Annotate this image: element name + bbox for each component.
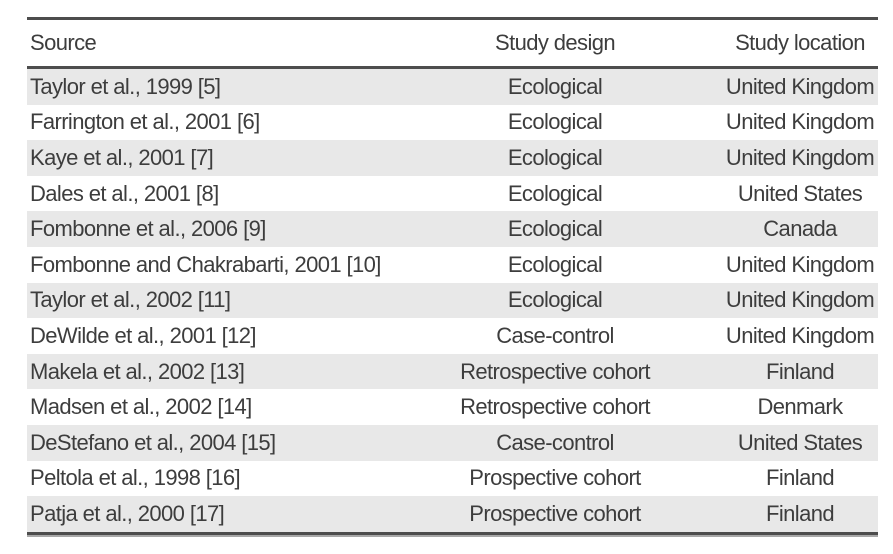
design-cell: Case-control bbox=[496, 322, 614, 348]
table-body: Taylor et al., 1999 [5] Ecological Unite… bbox=[27, 69, 878, 532]
design-cell: Ecological bbox=[507, 109, 603, 135]
source-cell: Kaye et al., 2001 [7] bbox=[30, 144, 214, 170]
location-cell: United Kingdom bbox=[725, 109, 875, 135]
location-cell: Finland bbox=[766, 465, 835, 491]
table-bottom-rule bbox=[27, 531, 878, 535]
table-row: Makela et al., 2002 [13] Retrospective c… bbox=[27, 353, 878, 390]
source-cell: Dales et al., 2001 [8] bbox=[30, 180, 219, 206]
source-cell: Fombonne et al., 2006 [9] bbox=[30, 216, 266, 242]
source-cell: Makela et al., 2002 [13] bbox=[30, 358, 245, 384]
table-row: Farrington et al., 2001 [6] Ecological U… bbox=[27, 105, 878, 141]
design-cell: Ecological bbox=[507, 287, 603, 313]
source-cell: Farrington et al., 2001 [6] bbox=[30, 109, 260, 135]
table-bottom-rule-shadow bbox=[27, 534, 878, 537]
location-cell: United Kingdom bbox=[725, 287, 875, 313]
design-cell: Ecological bbox=[507, 73, 603, 99]
location-cell: United States bbox=[737, 429, 863, 455]
design-cell: Ecological bbox=[507, 216, 603, 242]
design-cell: Ecological bbox=[507, 180, 603, 206]
source-cell: Fombonne and Chakrabarti, 2001 [10] bbox=[30, 251, 381, 277]
location-cell: United States bbox=[737, 180, 863, 206]
location-cell: Finland bbox=[766, 500, 835, 526]
table-row: Taylor et al., 1999 [5] Ecological Unite… bbox=[27, 69, 878, 105]
column-header-location: Study location bbox=[735, 30, 865, 55]
source-cell: Madsen et al., 2002 [14] bbox=[30, 394, 252, 420]
table-row: Taylor et al., 2002 [11] Ecological Unit… bbox=[27, 282, 878, 319]
table-header-row: Source Study design Study location bbox=[27, 20, 878, 66]
design-cell: Prospective cohort bbox=[469, 465, 641, 491]
design-cell: Retrospective cohort bbox=[460, 358, 650, 384]
location-cell: United Kingdom bbox=[725, 251, 875, 277]
table-row: DeStefano et al., 2004 [15] Case-control… bbox=[27, 424, 878, 461]
design-cell: Ecological bbox=[507, 251, 603, 277]
table-row: Madsen et al., 2002 [14] Retrospective c… bbox=[27, 389, 878, 425]
design-cell: Prospective cohort bbox=[469, 500, 641, 526]
table-row: Patja et al., 2000 [17] Prospective coho… bbox=[27, 496, 878, 532]
source-cell: Peltola et al., 1998 [16] bbox=[30, 465, 241, 491]
table-row: Fombonne et al., 2006 [9] Ecological Can… bbox=[27, 211, 878, 247]
location-cell: Canada bbox=[763, 216, 837, 242]
column-header-source: Source bbox=[30, 30, 97, 55]
column-header-design: Study design bbox=[495, 30, 616, 55]
table-row: Fombonne and Chakrabarti, 2001 [10] Ecol… bbox=[27, 247, 878, 283]
design-cell: Case-control bbox=[496, 429, 614, 455]
location-cell: United Kingdom bbox=[725, 73, 875, 99]
studies-table: Source Study design Study location Taylo… bbox=[27, 17, 878, 537]
source-cell: Patja et al., 2000 [17] bbox=[30, 500, 225, 526]
table-row: Peltola et al., 1998 [16] Prospective co… bbox=[27, 461, 878, 497]
table-header-rule bbox=[27, 66, 878, 69]
design-cell: Ecological bbox=[507, 144, 603, 170]
location-cell: United Kingdom bbox=[725, 322, 875, 348]
design-cell: Retrospective cohort bbox=[460, 394, 650, 420]
source-cell: Taylor et al., 2002 [11] bbox=[30, 287, 231, 313]
source-cell: DeStefano et al., 2004 [15] bbox=[30, 429, 276, 455]
table-top-rule bbox=[27, 17, 878, 20]
table-row: Dales et al., 2001 [8] Ecological United… bbox=[27, 176, 878, 212]
location-cell: Denmark bbox=[757, 394, 843, 420]
location-cell: Finland bbox=[766, 358, 835, 384]
location-cell: United Kingdom bbox=[725, 144, 875, 170]
source-cell: Taylor et al., 1999 [5] bbox=[30, 73, 221, 99]
table-row: Kaye et al., 2001 [7] Ecological United … bbox=[27, 140, 878, 176]
table-row: DeWilde et al., 2001 [12] Case-control U… bbox=[27, 318, 878, 354]
source-cell: DeWilde et al., 2001 [12] bbox=[30, 322, 257, 348]
